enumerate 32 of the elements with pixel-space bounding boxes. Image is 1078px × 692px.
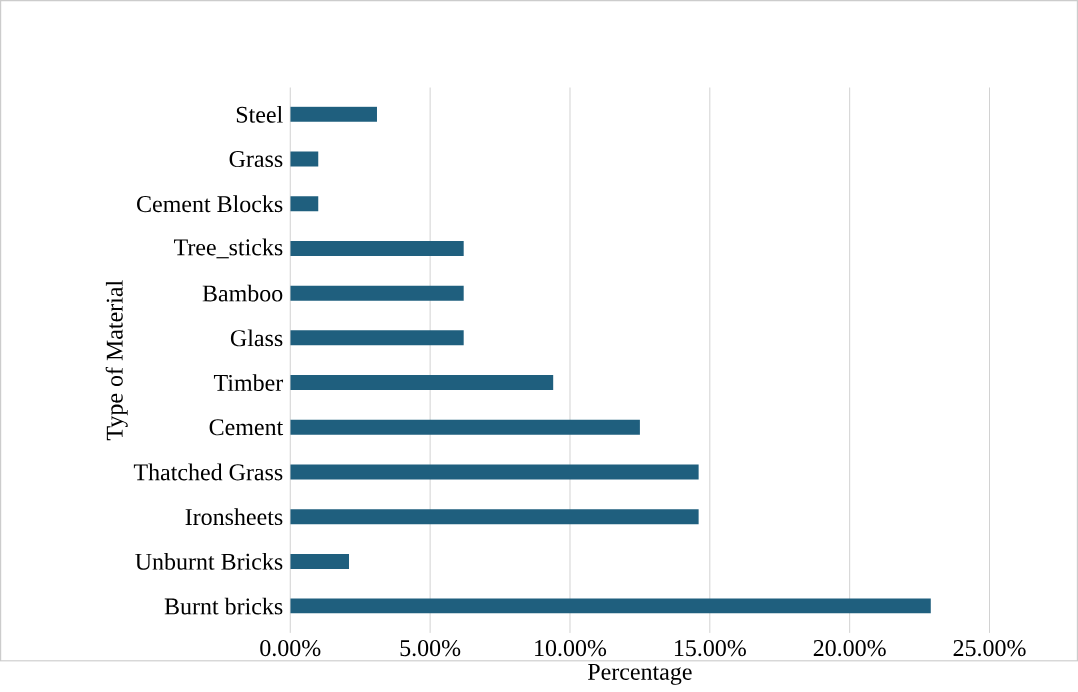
x-tick-label: 5.00% — [400, 640, 461, 657]
x-axis-title: Percentage — [588, 664, 692, 686]
y-axis-title: Type of Material — [105, 280, 128, 441]
bar — [290, 151, 319, 167]
bar — [290, 241, 464, 257]
y-tick-label: Ironsheets — [185, 508, 283, 526]
x-tick-label: 15.00% — [674, 640, 746, 657]
y-tick-label: Timber — [213, 374, 284, 392]
bar — [290, 330, 464, 346]
y-tick-label: Burnt bricks — [164, 597, 283, 615]
y-tick-label: Glass — [230, 329, 283, 347]
bar — [290, 285, 464, 301]
y-tick-label: Tree_sticks — [174, 238, 283, 259]
x-tick-label: 0.00% — [260, 640, 321, 657]
y-tick-label: Cement Blocks — [137, 195, 283, 213]
y-tick-label: Grass — [229, 151, 283, 168]
y-tick-label: Bamboo — [202, 284, 283, 302]
bar — [290, 554, 350, 570]
x-tick-label: 25.00% — [953, 640, 1026, 657]
x-tick-label: 20.00% — [813, 640, 886, 657]
bar — [290, 196, 319, 212]
bar — [290, 375, 554, 391]
y-tick-label: Cement — [209, 419, 284, 436]
bar — [290, 107, 377, 123]
bar — [290, 509, 699, 525]
y-tick-label: Steel — [236, 106, 283, 123]
y-tick-label: Thatched Grass — [133, 463, 283, 481]
y-tick-label: Unburnt Bricks — [135, 553, 283, 571]
x-tick-label: 10.00% — [535, 640, 607, 657]
bar — [290, 420, 640, 436]
bar — [290, 598, 931, 614]
bar — [290, 464, 699, 480]
